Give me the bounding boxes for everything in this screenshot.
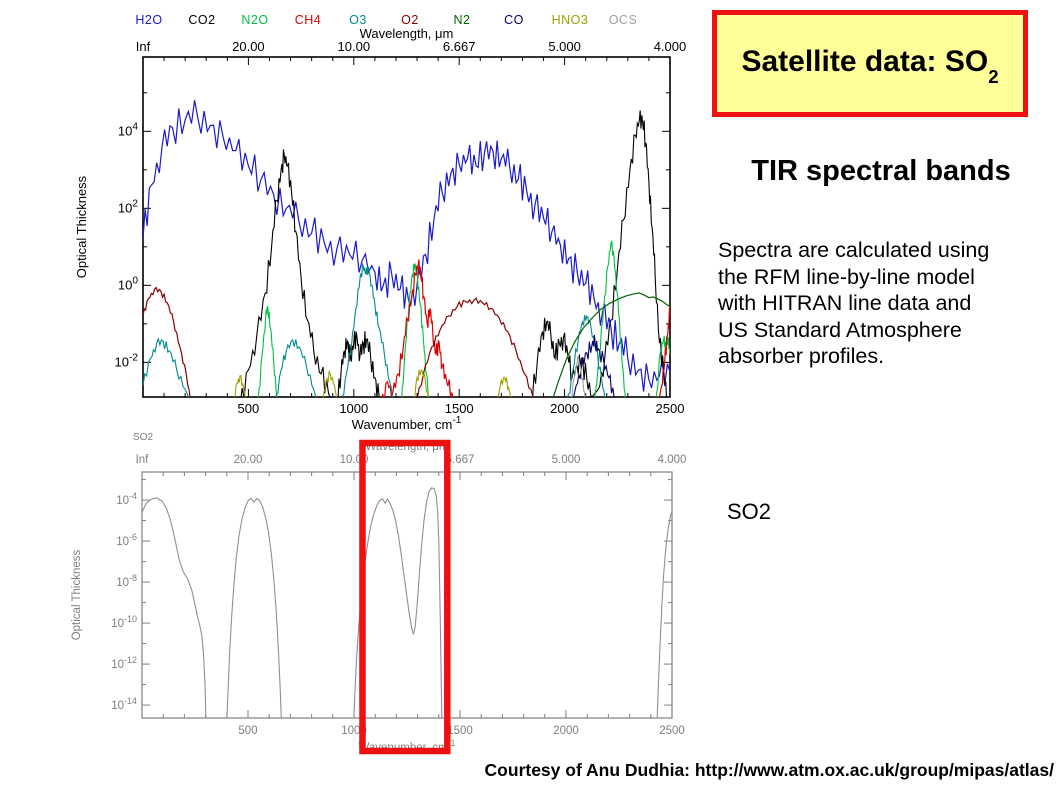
svg-text:O3: O3: [349, 13, 367, 27]
svg-text:Optical Thickness: Optical Thickness: [74, 175, 89, 278]
svg-text:Wavenumber, cm-1: Wavenumber, cm-1: [352, 415, 462, 432]
svg-text:20.00: 20.00: [234, 454, 263, 466]
title-subscript: 2: [988, 65, 999, 87]
svg-text:500: 500: [238, 725, 257, 737]
svg-text:2000: 2000: [553, 725, 579, 737]
svg-text:10-8: 10-8: [116, 573, 137, 589]
svg-text:4.000: 4.000: [654, 39, 687, 54]
series-CO2: [240, 110, 667, 397]
svg-text:SO2: SO2: [133, 432, 153, 443]
title-main: Satellite data: SO: [741, 44, 989, 78]
series-SO2: [142, 487, 672, 718]
series-N2: [552, 292, 670, 397]
series-O3: [143, 262, 606, 397]
so2-side-label: SO2: [727, 499, 772, 524]
series-OCS: [570, 355, 586, 397]
courtesy-line: Courtesy of Anu Dudhia: http://www.atm.o…: [484, 760, 1054, 780]
absorber-spectra-chart: 500 1000 1500 2000 2500 Wavenumber, cm-1 Inf 20…: [74, 13, 687, 432]
description-text: Spectra are calculated using the RFM line…: [718, 238, 990, 368]
tir-heading: TIR spectral bands: [751, 155, 1011, 187]
svg-text:10-2: 10-2: [115, 352, 139, 369]
svg-text:10-6: 10-6: [116, 532, 137, 548]
svg-text:Optical Thickness: Optical Thickness: [71, 549, 83, 640]
series-O2: [143, 286, 534, 397]
svg-text:1000: 1000: [339, 401, 368, 416]
svg-text:Inf: Inf: [136, 454, 150, 466]
svg-text:5.000: 5.000: [548, 39, 581, 54]
svg-text:6.667: 6.667: [446, 454, 475, 466]
svg-text:CO2: CO2: [188, 13, 215, 27]
so2-band-highlight: [359, 439, 451, 755]
series-CO: [572, 334, 615, 397]
svg-text:10-14: 10-14: [111, 696, 137, 712]
title-text: Satellite data: SO2: [741, 44, 998, 87]
svg-text:104: 104: [118, 121, 138, 138]
series-H2O: [143, 100, 670, 392]
svg-text:Inf: Inf: [136, 39, 151, 54]
svg-text:2500: 2500: [659, 725, 685, 737]
svg-text:20.00: 20.00: [232, 39, 265, 54]
svg-text:N2O: N2O: [241, 13, 268, 27]
svg-text:4.000: 4.000: [658, 454, 687, 466]
svg-text:CH4: CH4: [295, 13, 322, 27]
svg-text:N2: N2: [454, 13, 471, 27]
svg-text:2500: 2500: [656, 401, 685, 416]
series-HNO3: [234, 368, 512, 397]
svg-text:10.00: 10.00: [338, 39, 371, 54]
svg-text:O2: O2: [401, 13, 419, 27]
svg-text:5.000: 5.000: [552, 454, 581, 466]
svg-text:100: 100: [118, 275, 138, 292]
svg-text:CO: CO: [504, 13, 524, 27]
svg-text:1500: 1500: [447, 725, 473, 737]
svg-text:500: 500: [238, 401, 260, 416]
title-box: Satellite data: SO2: [712, 10, 1028, 117]
svg-text:OCS: OCS: [609, 13, 638, 27]
svg-text:6.667: 6.667: [443, 39, 476, 54]
svg-text:2000: 2000: [550, 401, 579, 416]
svg-text:H2O: H2O: [135, 13, 162, 27]
svg-text:102: 102: [118, 198, 138, 215]
svg-text:10-4: 10-4: [116, 491, 137, 507]
series-CH4: [381, 259, 670, 397]
svg-text:10-12: 10-12: [111, 655, 137, 671]
svg-text:1500: 1500: [445, 401, 474, 416]
svg-text:Wavelength, μm: Wavelength, μm: [360, 26, 454, 41]
svg-text:HNO3: HNO3: [552, 13, 589, 27]
svg-text:10-10: 10-10: [111, 614, 137, 630]
